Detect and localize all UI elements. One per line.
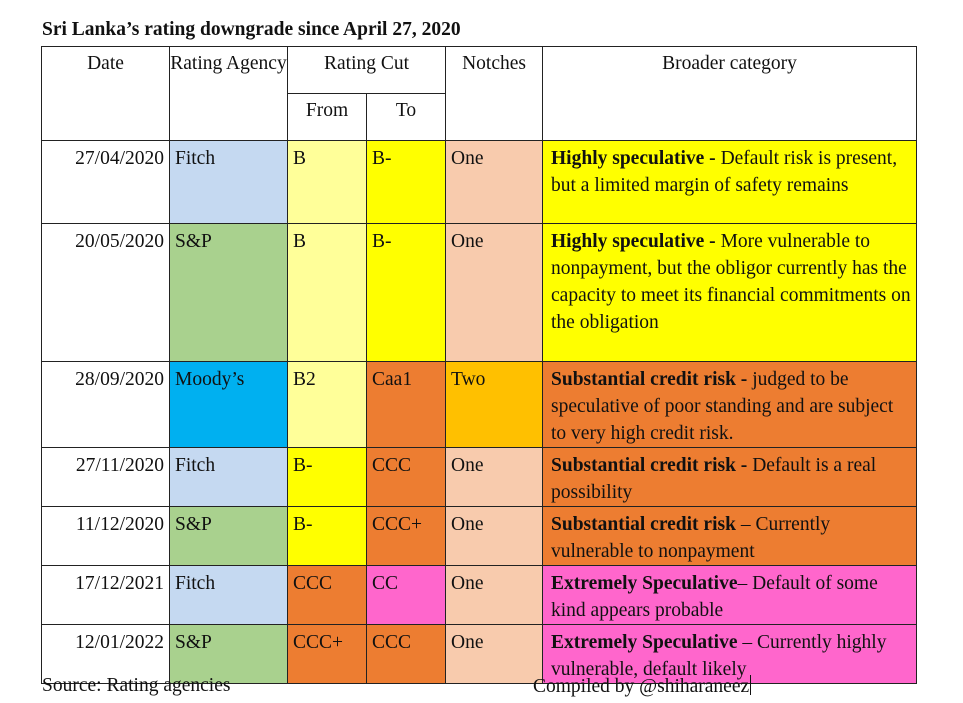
- source-note: Source: Rating agencies: [42, 675, 231, 696]
- cell-to: CCC+: [365, 506, 447, 566]
- category-label: Highly speculative -: [551, 148, 716, 169]
- table-row: 11/12/2020 S&P B- CCC+ One Substantial credit…: [41, 506, 918, 566]
- table-row: 12/01/2022 S&P CCC+ CCC One Extremely Specula…: [41, 624, 918, 684]
- table-row: 27/11/2020 Fitch B- CCC One Substantial credi…: [41, 447, 918, 507]
- table-row: 27/04/2020 Fitch B B- One Highly speculative …: [41, 140, 918, 224]
- cell-date: 12/01/2022: [41, 624, 170, 684]
- cell-to: Caa1: [365, 361, 447, 448]
- header-rating-cut: Rating Cut: [286, 46, 447, 94]
- cell-agency: S&P: [169, 506, 288, 566]
- cell-category: Highly speculative - More vulnerable to …: [542, 223, 918, 362]
- cell-to: CC: [365, 565, 447, 625]
- cell-date: 20/05/2020: [41, 223, 170, 362]
- cell-agency: Fitch: [169, 140, 288, 224]
- table-row: 28/09/2020 Moody’s B2 Caa1 Two Substantial cr…: [41, 361, 918, 448]
- cell-to: B-: [365, 140, 447, 224]
- category-label: Highly speculative -: [551, 231, 716, 252]
- cell-from: B-: [287, 447, 367, 507]
- cell-from: B: [287, 140, 367, 224]
- cell-from: B-: [287, 506, 367, 566]
- cell-agency: Fitch: [169, 565, 288, 625]
- table-row: 17/12/2021 Fitch CCC CC One Extremely Specula…: [41, 565, 918, 625]
- header-notches: Notches: [445, 46, 544, 141]
- cell-to: CCC: [365, 447, 447, 507]
- cell-from: B2: [287, 361, 367, 448]
- header-to: To: [365, 93, 447, 141]
- header-agency: Rating Agency: [169, 46, 288, 141]
- ratings-table: Date Rating Agency Rating Cut Notches Br…: [41, 46, 918, 684]
- cell-category: Substantial credit risk - judged to be s…: [542, 361, 918, 448]
- cell-notches: One: [445, 565, 544, 625]
- cell-category: Extremely Speculative– Default of some k…: [542, 565, 918, 625]
- cell-date: 17/12/2021: [41, 565, 170, 625]
- category-description: – Default of some kind appears probable: [551, 573, 878, 621]
- category-label: Extremely Speculative: [551, 573, 738, 594]
- cell-to: CCC: [365, 624, 447, 684]
- category-description: Default risk is present, but a limited m…: [551, 148, 898, 196]
- category-description: – Currently vulnerable to nonpayment: [551, 514, 831, 562]
- cell-date: 27/04/2020: [41, 140, 170, 224]
- cell-to: B-: [365, 223, 447, 362]
- category-label: Substantial credit risk -: [551, 369, 748, 390]
- category-description: judged to be speculative of poor standin…: [551, 369, 894, 444]
- cell-date: 28/09/2020: [41, 361, 170, 448]
- cell-agency: S&P: [169, 624, 288, 684]
- cell-from: B: [287, 223, 367, 362]
- cell-agency: S&P: [169, 223, 288, 362]
- compiled-by: Compiled by @shiharaneez: [533, 675, 752, 698]
- text-cursor: [750, 675, 752, 695]
- cell-category: Substantial credit risk - Default is a r…: [542, 447, 918, 507]
- cell-date: 27/11/2020: [41, 447, 170, 507]
- header-category: Broader category: [542, 46, 918, 141]
- category-description: – Currently highly vulnerable, default l…: [551, 632, 887, 680]
- category-description: Default is a real possibility: [551, 455, 877, 503]
- table-row: 20/05/2020 S&P B B- One Highly speculative - …: [41, 223, 918, 362]
- cell-date: 11/12/2020: [41, 506, 170, 566]
- compiled-by-text: Compiled by @shiharaneez: [533, 676, 750, 697]
- cell-notches: Two: [445, 361, 544, 448]
- cell-agency: Moody’s: [169, 361, 288, 448]
- cell-category: Highly speculative - Default risk is pre…: [542, 140, 918, 224]
- category-label: Substantial credit risk -: [551, 455, 748, 476]
- header-date: Date: [41, 46, 170, 141]
- cell-notches: One: [445, 624, 544, 684]
- cell-from: CCC+: [287, 624, 367, 684]
- cell-from: CCC: [287, 565, 367, 625]
- cell-notches: One: [445, 447, 544, 507]
- cell-agency: Fitch: [169, 447, 288, 507]
- category-label: Substantial credit risk: [551, 514, 736, 535]
- table-title: Sri Lanka’s rating downgrade since April…: [42, 19, 461, 40]
- cell-notches: One: [445, 223, 544, 362]
- category-description: More vulnerable to nonpayment, but the o…: [551, 231, 911, 333]
- cell-notches: One: [445, 506, 544, 566]
- cell-category: Extremely Speculative – Currently highly…: [542, 624, 918, 684]
- cell-category: Substantial credit risk – Currently vuln…: [542, 506, 918, 566]
- cell-notches: One: [445, 140, 544, 224]
- header-from: From: [287, 93, 367, 141]
- category-label: Extremely Speculative: [551, 632, 738, 653]
